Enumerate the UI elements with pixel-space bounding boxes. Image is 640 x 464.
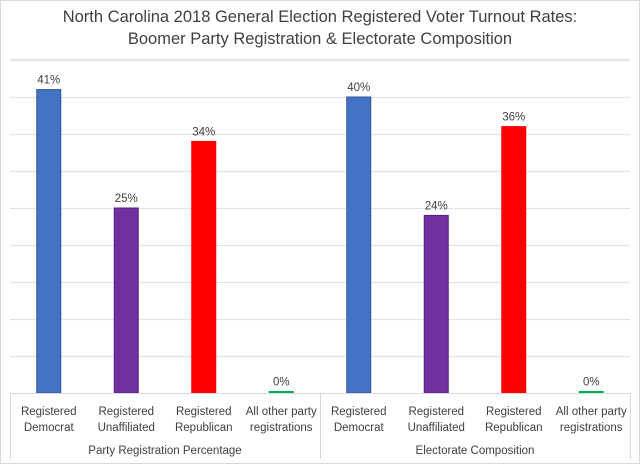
chart-title-line2: Boomer Party Registration & Electorate C… xyxy=(127,30,513,48)
category-tick-label: Registered xyxy=(486,406,542,418)
bar xyxy=(113,207,139,394)
bar xyxy=(423,214,449,394)
category-tick-label: Republican xyxy=(175,422,233,434)
bar xyxy=(36,89,62,394)
category-tick-label: registrations xyxy=(560,422,623,434)
chart-title: North Carolina 2018 General Election Reg… xyxy=(0,6,640,50)
group-label: Party Registration Percentage xyxy=(88,445,241,457)
data-label: 40% xyxy=(347,82,370,94)
category-tick-label: Registered xyxy=(98,406,154,418)
category-tick-label: registrations xyxy=(250,422,313,434)
category-tick-label: Democrat xyxy=(24,422,75,434)
category-tick-label: All other party xyxy=(246,406,317,418)
data-label: 0% xyxy=(583,377,600,389)
data-label: 34% xyxy=(192,126,215,138)
bar xyxy=(346,96,372,394)
category-tick-label: All other party xyxy=(556,406,627,418)
bar xyxy=(501,126,527,394)
bar xyxy=(268,391,294,394)
data-label: 25% xyxy=(115,193,138,205)
category-tick-label: Democrat xyxy=(334,422,385,434)
category-tick-label: Registered xyxy=(331,406,387,418)
data-label: 24% xyxy=(425,200,448,212)
category-tick-label: Republican xyxy=(485,422,543,434)
category-tick-label: Unaffiliated xyxy=(408,422,465,434)
category-tick-label: Registered xyxy=(408,406,464,418)
category-tick-label: Unaffiliated xyxy=(98,422,155,434)
category-tick-label: Registered xyxy=(21,406,77,418)
data-label: 36% xyxy=(502,112,525,124)
category-tick-label: Registered xyxy=(176,406,232,418)
chart-title-line1: North Carolina 2018 General Election Reg… xyxy=(62,8,578,26)
group-label: Electorate Composition xyxy=(416,445,535,457)
data-label: 41% xyxy=(37,75,60,87)
data-label: 0% xyxy=(273,377,290,389)
bar xyxy=(191,140,217,394)
bar xyxy=(578,391,604,394)
